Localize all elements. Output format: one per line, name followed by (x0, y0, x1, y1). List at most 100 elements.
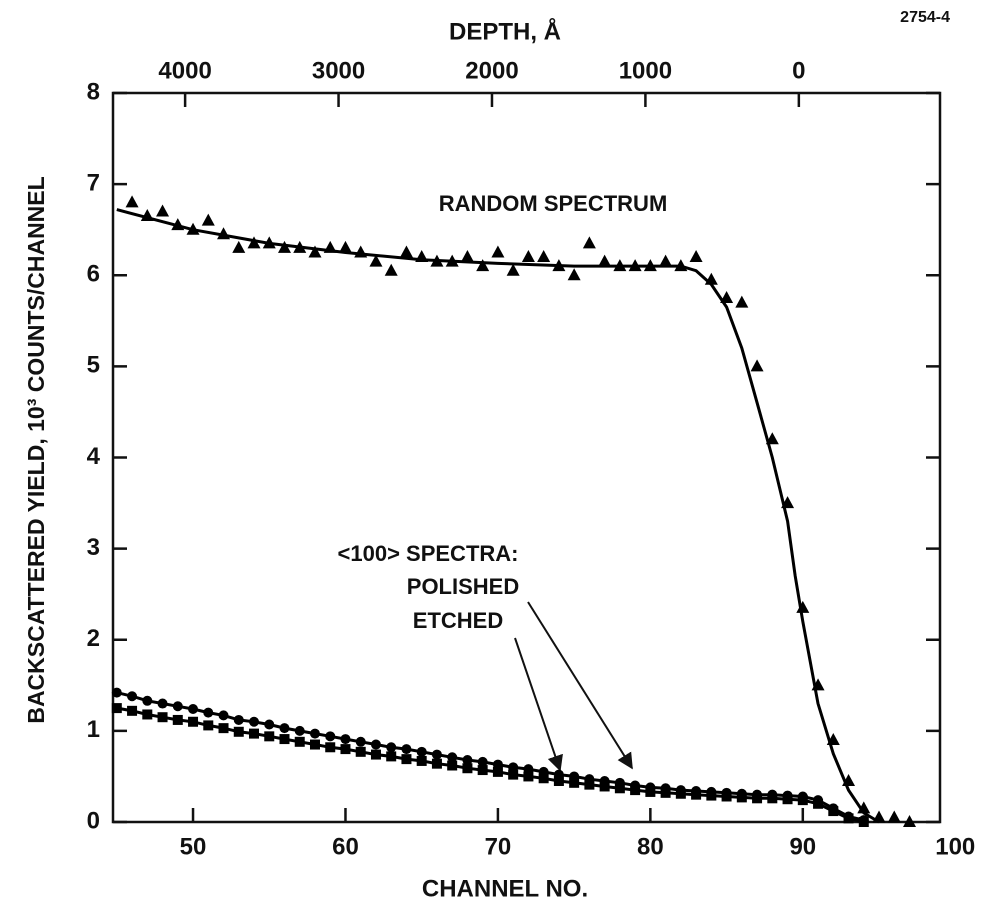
series-line (116, 691, 865, 822)
y-tick-label: 4 (87, 443, 101, 470)
point (157, 712, 168, 723)
point (386, 742, 397, 753)
annotation: POLISHED (407, 574, 519, 599)
point (462, 755, 473, 766)
y-tick-label: 0 (87, 807, 100, 834)
point (369, 254, 383, 267)
point (903, 815, 917, 827)
point (614, 783, 625, 794)
y-tick-label: 7 (87, 169, 100, 196)
top-tick-label: 4000 (158, 57, 211, 84)
point (476, 259, 490, 272)
point (247, 236, 261, 249)
point (279, 723, 290, 734)
x-tick-label: 50 (180, 833, 207, 860)
point (203, 707, 214, 718)
point (675, 788, 686, 799)
point (401, 754, 412, 765)
series-line (116, 208, 880, 824)
point (325, 731, 336, 742)
point (125, 195, 139, 208)
point (706, 790, 717, 801)
x-tick-label: 70 (485, 833, 512, 860)
point (264, 719, 275, 730)
point (233, 714, 244, 725)
y-tick-label: 2 (87, 625, 100, 652)
point (858, 817, 869, 827)
point (201, 213, 215, 226)
point (399, 245, 413, 258)
point (370, 739, 381, 750)
point (218, 710, 229, 721)
y-tick-label: 1 (87, 716, 100, 743)
x-tick-label: 90 (789, 833, 816, 860)
point (813, 798, 824, 809)
point (309, 739, 320, 750)
point (553, 775, 564, 786)
point (401, 744, 412, 755)
y-tick-label: 6 (87, 261, 100, 288)
y-axis-title: BACKSCATTERED YIELD, 10³ COUNTS/CHANNEL (23, 176, 49, 723)
point (355, 746, 366, 757)
x-axis-title: CHANNEL NO. (422, 875, 588, 902)
point (582, 236, 596, 249)
point (736, 792, 747, 803)
x-tick-label: 80 (637, 833, 664, 860)
point (460, 250, 474, 263)
y-tick-label: 3 (87, 534, 100, 561)
top-axis-title: DEPTH, Å (449, 17, 561, 45)
point (188, 716, 199, 727)
point (111, 687, 122, 698)
point (294, 725, 305, 736)
point (721, 791, 732, 802)
top-tick-label: 0 (792, 57, 805, 84)
arrow (514, 637, 563, 772)
series-line (116, 706, 865, 824)
point (523, 771, 534, 782)
point (659, 254, 673, 267)
top-tick-label: 3000 (312, 57, 365, 84)
point (584, 779, 595, 790)
point (340, 734, 351, 745)
point (431, 758, 442, 769)
point (462, 763, 473, 774)
point (750, 359, 764, 372)
point (645, 786, 656, 797)
point (782, 794, 793, 805)
point (309, 728, 320, 739)
point (156, 204, 170, 217)
point (735, 295, 749, 308)
top-tick-label: 2000 (465, 57, 518, 84)
point (142, 709, 153, 720)
point (691, 789, 702, 800)
point (127, 705, 138, 716)
point (218, 723, 229, 734)
point (431, 749, 442, 760)
point (264, 731, 275, 742)
point (384, 263, 398, 276)
point (249, 728, 260, 739)
point (279, 734, 290, 745)
point (538, 773, 549, 784)
point (887, 810, 901, 823)
x-tick-label: 100 (935, 833, 975, 860)
point (232, 240, 246, 253)
point (477, 765, 488, 776)
point (338, 240, 352, 253)
point (203, 720, 214, 731)
point (477, 756, 488, 767)
point (172, 714, 183, 725)
point (233, 726, 244, 737)
point (521, 250, 535, 263)
point (447, 760, 458, 771)
point (370, 749, 381, 760)
arrow (527, 601, 633, 770)
point (294, 736, 305, 747)
point (249, 716, 260, 727)
y-tick-label: 8 (87, 78, 100, 105)
point (660, 787, 671, 798)
point (447, 752, 458, 763)
annotation: ETCHED (413, 608, 503, 633)
